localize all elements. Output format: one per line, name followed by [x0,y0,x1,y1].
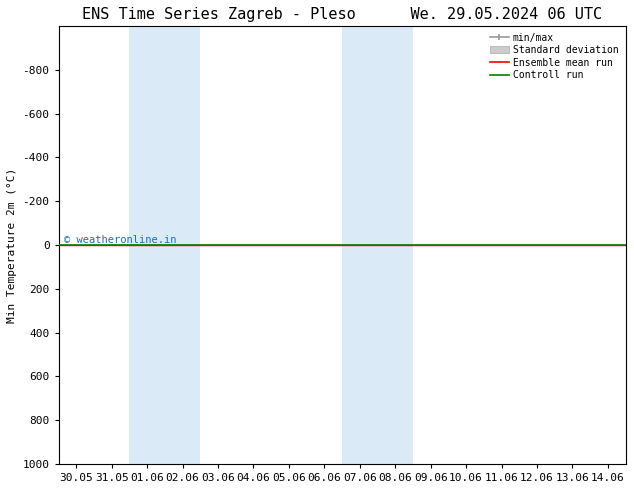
Title: ENS Time Series Zagreb - Pleso      We. 29.05.2024 06 UTC: ENS Time Series Zagreb - Pleso We. 29.05… [82,7,602,22]
Y-axis label: Min Temperature 2m (°C): Min Temperature 2m (°C) [7,167,17,322]
Text: © weatheronline.in: © weatheronline.in [64,235,177,245]
Bar [129,26,200,464]
Bar [342,26,413,464]
Legend: min/max, Standard deviation, Ensemble mean run, Controll run: min/max, Standard deviation, Ensemble me… [488,31,621,82]
